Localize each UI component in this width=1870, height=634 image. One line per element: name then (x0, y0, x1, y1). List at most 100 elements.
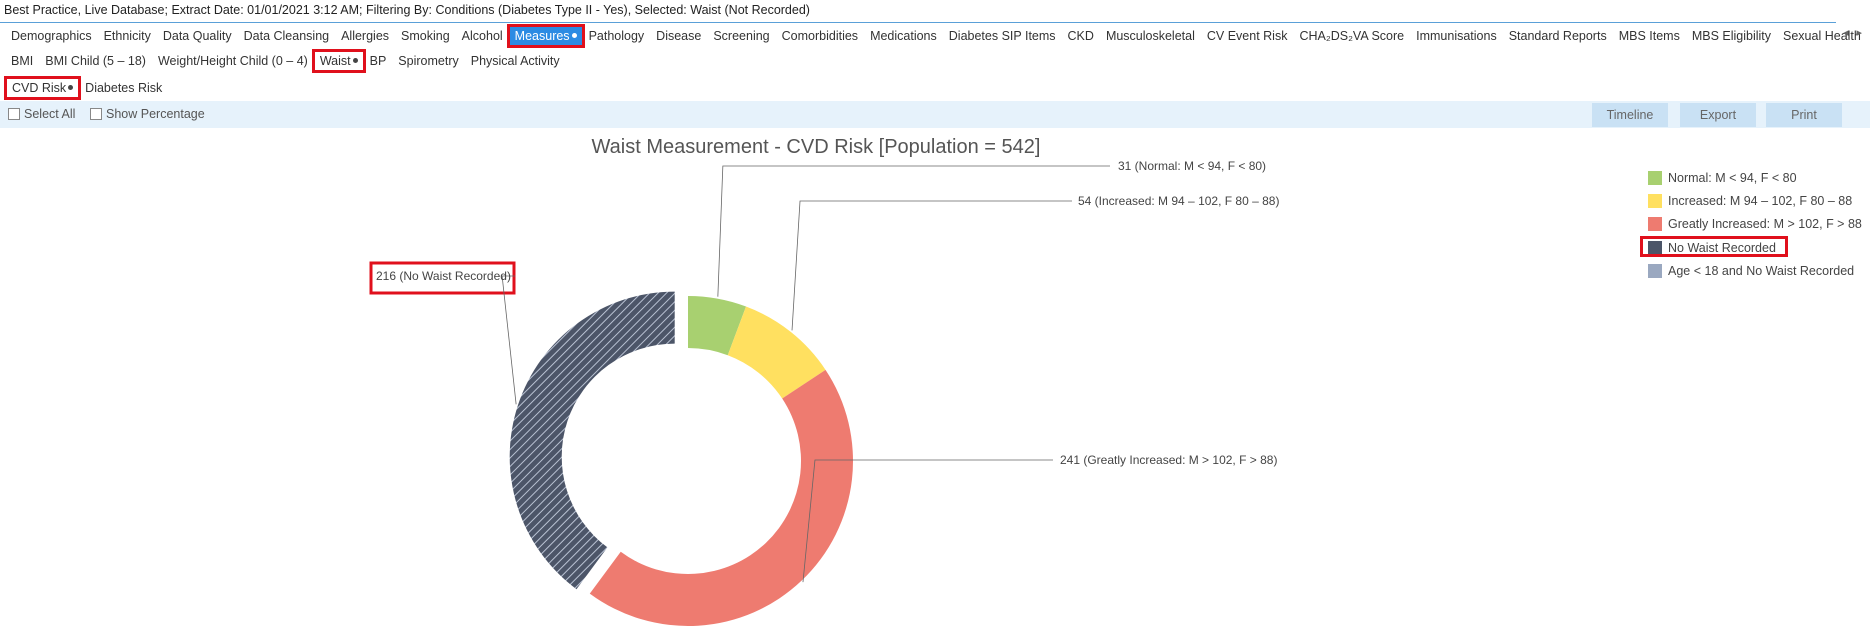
tab-medications[interactable]: Medications (864, 26, 943, 46)
tab-screening[interactable]: Screening (707, 26, 775, 46)
highlight-box (369, 261, 516, 295)
checkbox-box (90, 108, 102, 120)
select-all-label: Select All (24, 107, 76, 121)
tab-sexual-health[interactable]: Sexual Health (1777, 26, 1867, 46)
tab-label: Demographics (11, 29, 92, 43)
chart-legend: Normal: M < 94, F < 80 Increased: M 94 – … (1640, 166, 1862, 282)
slice-normal-m-94-f-80[interactable] (688, 296, 747, 356)
tab-pathology[interactable]: Pathology (583, 26, 651, 46)
tab-label: Ethnicity (103, 29, 151, 43)
tab-label: Alcohol (461, 29, 503, 43)
tab-standard-reports[interactable]: Standard Reports (1503, 26, 1613, 46)
tab-data-cleansing[interactable]: Data Cleansing (238, 26, 335, 46)
tab-label: Weight/Height Child (0 – 4) (157, 54, 308, 68)
tab-immunisations[interactable]: Immunisations (1410, 26, 1503, 46)
subtab-bmi-child-5-18[interactable]: BMI Child (5 – 18) (39, 51, 152, 71)
subtab-diabetes-risk[interactable]: Diabetes Risk (79, 78, 168, 98)
export-button[interactable]: Export (1680, 103, 1756, 127)
tab-cha-ds-va-score[interactable]: CHA₂DS₂VA Score (1293, 26, 1410, 46)
tab-label: BP (369, 54, 387, 68)
tab-measures[interactable]: Measures (506, 24, 585, 48)
select-all-checkbox[interactable]: Select All (8, 107, 75, 121)
selected-dot-icon (352, 58, 358, 64)
donut-chart: Waist Measurement - CVD Risk [Population… (369, 136, 1279, 627)
tab-label: Sexual Health (1783, 29, 1861, 43)
slice-increased-m-94-102-f-80-88[interactable] (727, 306, 826, 399)
legend-item[interactable]: Greatly Increased: M > 102, F > 88 (1648, 213, 1862, 236)
tab-label: Comorbidities (781, 29, 859, 43)
tab-label: Standard Reports (1508, 29, 1607, 43)
legend-swatch (1648, 193, 1662, 208)
subtab-weight-height-child-0-4[interactable]: Weight/Height Child (0 – 4) (152, 51, 314, 71)
leader-line (791, 200, 1072, 331)
tab-label: Physical Activity (470, 54, 560, 68)
tab-mbs-items[interactable]: MBS Items (1613, 26, 1686, 46)
tab-label: BMI (11, 54, 34, 68)
tab-label: CHA₂DS₂VA Score (1299, 29, 1405, 43)
status-divider (0, 22, 1836, 23)
legend-label: Increased: M 94 – 102, F 80 – 88 (1668, 193, 1853, 208)
legend-label: Greatly Increased: M > 102, F > 88 (1668, 217, 1862, 232)
tab-comorbidities[interactable]: Comorbidities (776, 26, 864, 46)
subtab-bmi[interactable]: BMI (5, 51, 39, 71)
tab-label: BMI Child (5 – 18) (45, 54, 146, 68)
tab-disease[interactable]: Disease (650, 26, 707, 46)
tab-label: MBS Eligibility (1691, 29, 1772, 43)
tab-smoking[interactable]: Smoking (395, 26, 456, 46)
legend-swatch (1648, 217, 1662, 232)
tab-diabetes-sip-items[interactable]: Diabetes SIP Items (943, 26, 1062, 46)
tab-label: Diabetes Risk (85, 81, 163, 95)
subtab-spirometry[interactable]: Spirometry (392, 51, 464, 71)
tab-label: CV Event Risk (1206, 29, 1288, 43)
legend-item[interactable]: Age < 18 and No Waist Recorded (1648, 259, 1862, 282)
legend-item[interactable]: Increased: M 94 – 102, F 80 – 88 (1648, 189, 1862, 212)
slice-greatly-increased-m-102-f-88[interactable] (589, 369, 854, 627)
tab-musculoskeletal[interactable]: Musculoskeletal (1100, 26, 1201, 46)
slice-label: 241 (Greatly Increased: M > 102, F > 88) (1060, 453, 1277, 467)
tab-label: Spirometry (398, 54, 459, 68)
tab-demographics[interactable]: Demographics (5, 26, 98, 46)
checkbox-box (8, 108, 20, 120)
tab-label: CKD (1067, 29, 1094, 43)
subtab-cvd-risk[interactable]: CVD Risk (3, 76, 82, 100)
tab-ethnicity[interactable]: Ethnicity (98, 26, 157, 46)
tab-label: Data Cleansing (243, 29, 330, 43)
selected-dot-icon (68, 85, 74, 91)
legend-swatch (1648, 263, 1662, 278)
tab-alcohol[interactable]: Alcohol (456, 26, 509, 46)
subtab-waist[interactable]: Waist (311, 49, 366, 73)
tab-label: Smoking (401, 29, 450, 43)
legend-label: Age < 18 and No Waist Recorded (1668, 263, 1855, 278)
tab-label: MBS Items (1618, 29, 1680, 43)
scroll-right-icon[interactable]: ▸ (1856, 27, 1862, 39)
show-percentage-label: Show Percentage (106, 107, 205, 121)
tab-data-quality[interactable]: Data Quality (157, 26, 238, 46)
leader-line (501, 275, 517, 405)
legend-item[interactable]: No Waist Recorded (1640, 235, 1862, 259)
print-button[interactable]: Print (1766, 103, 1842, 127)
tab-label: Allergies (341, 29, 390, 43)
measure-tab-bar: BMI BMI Child (5 – 18) Weight/Height Child… (5, 49, 566, 73)
tab-label: CVD Risk (12, 81, 67, 95)
tab-cv-event-risk[interactable]: CV Event Risk (1201, 26, 1294, 46)
legend-item[interactable]: Normal: M < 94, F < 80 (1648, 166, 1862, 189)
tab-allergies[interactable]: Allergies (335, 26, 395, 46)
slice-no-waist-recorded[interactable] (509, 291, 675, 590)
selected-dot-icon (571, 33, 577, 39)
subtab-physical-activity[interactable]: Physical Activity (465, 51, 566, 71)
tab-label: Diabetes SIP Items (948, 29, 1056, 43)
tab-label: Disease (656, 29, 702, 43)
tab-label: Measures (514, 29, 570, 43)
tab-ckd[interactable]: CKD (1062, 26, 1100, 46)
tab-label: Data Quality (162, 29, 232, 43)
tab-mbs-eligibility[interactable]: MBS Eligibility (1686, 26, 1777, 46)
slice-label: 216 (No Waist Recorded) (376, 269, 511, 283)
tab-label: Screening (713, 29, 770, 43)
timeline-button[interactable]: Timeline (1592, 103, 1668, 127)
subtab-bp[interactable]: BP (364, 51, 393, 71)
show-percentage-checkbox[interactable]: Show Percentage (90, 107, 205, 121)
leader-line (717, 165, 1110, 297)
tab-label: Musculoskeletal (1105, 29, 1195, 43)
scroll-left-icon[interactable]: ◂ (1842, 27, 1849, 39)
tab-scroll-arrows: ◂ ▸ (1843, 26, 1862, 39)
